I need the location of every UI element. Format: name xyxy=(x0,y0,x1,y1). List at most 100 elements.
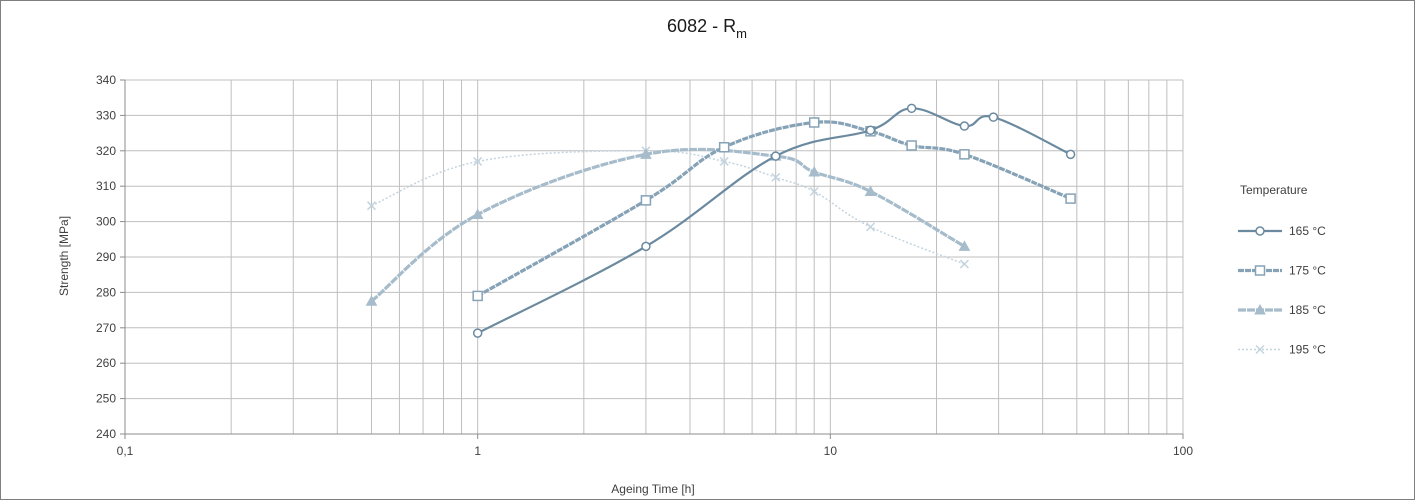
data-point-shape xyxy=(641,241,651,252)
data-point xyxy=(959,149,970,160)
y-tick-label: 290 xyxy=(96,250,116,264)
data-point-shape xyxy=(865,125,876,136)
legend-title: Temperature xyxy=(1240,183,1308,197)
data-point xyxy=(640,195,652,206)
data-point xyxy=(864,185,877,197)
data-point xyxy=(959,259,969,269)
data-point xyxy=(906,140,917,151)
legend: Temperature 165 °C 175 °C 185 °C 195 °C xyxy=(1238,183,1326,357)
legend-label: 195 °C xyxy=(1289,343,1326,357)
x-tick-label: 1 xyxy=(474,444,481,458)
data-point-shape xyxy=(988,112,999,122)
data-point xyxy=(988,112,999,122)
data-point-shape xyxy=(906,140,917,151)
data-point-shape xyxy=(959,149,970,160)
legend-label: 185 °C xyxy=(1289,303,1326,317)
data-point xyxy=(718,142,730,153)
data-point xyxy=(471,208,484,220)
y-tick-label: 260 xyxy=(96,356,116,370)
data-point-shape xyxy=(472,290,483,302)
legend-swatch-marker-shape xyxy=(1254,265,1266,276)
series-2 xyxy=(472,117,1076,302)
data-point-shape xyxy=(640,148,652,159)
data-point-shape xyxy=(906,103,917,114)
data-point-shape xyxy=(471,208,484,220)
data-point xyxy=(365,295,378,306)
data-point-shape xyxy=(808,166,821,177)
legend-label: 165 °C xyxy=(1289,224,1326,238)
data-point xyxy=(770,151,781,161)
data-point xyxy=(472,290,483,302)
x-axis-label: Ageing Time [h] xyxy=(611,482,694,496)
data-point-shape xyxy=(959,121,970,131)
y-tick-label: 340 xyxy=(96,73,116,87)
data-point xyxy=(640,148,652,159)
chart-title-subscript: m xyxy=(736,26,747,41)
data-point-shape xyxy=(865,222,876,232)
legend-swatch-marker-shape xyxy=(1255,226,1265,236)
data-point xyxy=(865,125,876,136)
y-tick-label: 250 xyxy=(96,392,116,406)
data-point-shape xyxy=(640,195,652,206)
data-point-shape xyxy=(366,201,377,211)
axes-layer: 240 250 260 270 280 290 300 310 320 330 340 0,1 1 10 1… xyxy=(96,73,1193,458)
y-tick-label: 280 xyxy=(96,285,116,299)
data-point xyxy=(808,166,821,177)
data-point-shape xyxy=(1065,193,1076,204)
y-tick-label: 240 xyxy=(96,427,116,441)
data-point xyxy=(958,240,971,251)
series-line xyxy=(477,107,1072,335)
data-point-shape xyxy=(770,151,781,161)
data-point xyxy=(809,186,819,197)
data-point xyxy=(473,156,483,166)
data-point-shape xyxy=(958,240,971,251)
legend-item: 185 °C xyxy=(1238,303,1326,317)
legend-swatch-marker-shape xyxy=(1254,303,1266,315)
data-point-shape xyxy=(1065,149,1076,160)
series-layer xyxy=(365,103,1076,338)
data-point-shape xyxy=(864,185,877,197)
data-point xyxy=(771,172,781,182)
series-4 xyxy=(366,146,969,269)
legend-swatch-marker-shape xyxy=(1255,344,1265,355)
data-point xyxy=(1065,149,1076,160)
y-tick-label: 330 xyxy=(96,108,116,122)
data-point-shape xyxy=(808,117,820,128)
y-axis-label: Strength [MPa] xyxy=(57,216,71,296)
data-point-shape xyxy=(472,328,483,338)
data-point xyxy=(472,328,483,338)
chart-title: 6082 - Rm xyxy=(667,16,747,41)
chart-title-main: 6082 - R xyxy=(667,16,736,36)
legend-item: 165 °C xyxy=(1238,224,1326,238)
y-tick-label: 270 xyxy=(96,321,116,335)
series-line xyxy=(476,120,1072,298)
data-point xyxy=(1065,193,1076,204)
data-point-shape xyxy=(959,259,969,269)
legend-swatch-marker xyxy=(1254,303,1266,315)
legend-item: 175 °C xyxy=(1238,264,1326,278)
grid-layer xyxy=(124,79,1184,435)
series-line xyxy=(370,147,966,303)
legend-swatch-marker xyxy=(1255,226,1265,236)
data-point-shape xyxy=(771,172,781,182)
series-line xyxy=(371,150,965,265)
y-tick-label: 310 xyxy=(96,179,116,193)
x-tick-label: 0,1 xyxy=(117,444,134,458)
y-tick-label: 320 xyxy=(96,144,116,158)
data-point xyxy=(719,156,729,166)
series-1 xyxy=(472,103,1076,338)
data-point xyxy=(906,103,917,114)
legend-swatch-marker xyxy=(1255,344,1265,355)
y-tick-label: 300 xyxy=(96,215,116,229)
data-point xyxy=(366,201,377,211)
data-point xyxy=(865,222,876,232)
legend-label: 175 °C xyxy=(1289,264,1326,278)
data-point-shape xyxy=(718,142,730,153)
data-point xyxy=(641,241,651,252)
data-point xyxy=(959,121,970,131)
legend-swatch-marker xyxy=(1254,265,1266,276)
data-point xyxy=(808,117,820,128)
data-point-shape xyxy=(365,295,378,306)
